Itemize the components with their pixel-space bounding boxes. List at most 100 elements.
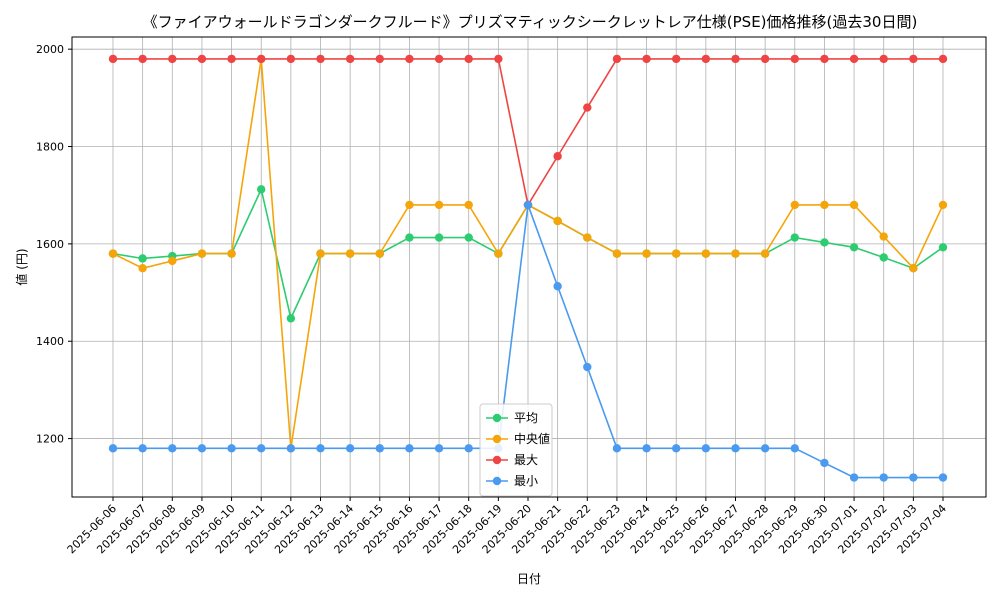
data-point	[701, 54, 711, 64]
data-point	[731, 249, 740, 258]
data-point	[820, 458, 829, 468]
data-point	[909, 473, 918, 482]
data-point	[345, 249, 355, 258]
data-point	[434, 233, 444, 242]
data-point	[642, 54, 651, 64]
data-point	[849, 54, 859, 64]
x-axis-label: 日付	[517, 572, 541, 586]
legend-label: 最小	[514, 474, 538, 488]
y-tick-label: 2000	[36, 43, 64, 56]
data-point	[938, 243, 948, 252]
data-point	[108, 54, 118, 64]
data-point	[286, 54, 296, 64]
legend-label: 平均	[514, 411, 538, 425]
data-point	[375, 249, 384, 258]
data-point	[672, 444, 681, 453]
data-point	[583, 103, 592, 112]
data-point	[227, 444, 236, 453]
data-point	[849, 200, 859, 210]
data-point	[168, 54, 177, 64]
data-point	[257, 54, 266, 64]
x-axis-ticks: 2025-06-062025-06-072025-06-082025-06-09…	[65, 497, 949, 556]
data-point	[849, 473, 859, 482]
data-point	[879, 473, 888, 482]
data-point	[938, 54, 948, 64]
data-point	[316, 444, 325, 453]
data-point	[464, 54, 473, 64]
data-point	[583, 362, 592, 372]
data-point	[464, 200, 473, 210]
data-point	[434, 200, 444, 210]
data-point	[909, 54, 918, 64]
data-point	[345, 444, 355, 453]
legend-swatch-marker	[492, 413, 502, 423]
data-point	[672, 249, 681, 258]
data-point	[168, 444, 177, 453]
data-point	[227, 249, 236, 258]
legend-swatch-marker	[492, 434, 502, 444]
data-point	[612, 444, 622, 453]
data-point	[494, 249, 503, 258]
data-point	[197, 54, 207, 64]
legend-swatch-marker	[492, 455, 502, 465]
y-tick-label: 1400	[36, 335, 64, 348]
chart-title: 《ファイアウォールドラゴンダークフルード》プリズマティックシークレットレア仕様(…	[143, 13, 918, 31]
data-point	[345, 54, 355, 64]
data-point	[879, 253, 888, 262]
data-point	[731, 444, 740, 453]
grid	[72, 37, 986, 497]
data-point	[760, 444, 770, 453]
data-point	[523, 200, 533, 210]
data-point	[227, 54, 236, 64]
data-point	[286, 314, 296, 323]
data-point	[909, 264, 918, 273]
data-point	[405, 444, 414, 453]
data-point	[790, 54, 799, 64]
data-point	[138, 264, 147, 273]
legend-swatch-marker	[492, 476, 502, 486]
data-point	[168, 256, 177, 266]
y-tick-label: 1800	[36, 141, 64, 154]
data-point	[108, 249, 118, 258]
y-tick-label: 1600	[36, 238, 64, 251]
data-point	[316, 54, 325, 64]
data-point	[938, 473, 948, 482]
data-point	[553, 282, 562, 291]
data-point	[375, 54, 384, 64]
data-point	[938, 200, 948, 210]
data-point	[138, 444, 147, 453]
data-point	[731, 54, 740, 64]
data-point	[197, 444, 207, 453]
data-point	[464, 444, 473, 453]
y-tick-label: 1200	[36, 433, 64, 446]
data-point	[405, 233, 414, 242]
data-point	[583, 233, 592, 242]
data-point	[701, 444, 711, 453]
data-point	[701, 249, 711, 258]
y-axis-ticks: 1200 1400 1600 1800 2000	[36, 43, 72, 446]
data-point	[257, 185, 266, 194]
data-point	[760, 249, 770, 258]
data-point	[849, 243, 859, 252]
data-point	[434, 54, 444, 64]
data-point	[138, 254, 147, 263]
data-point	[790, 200, 799, 210]
data-point	[405, 200, 414, 210]
plot-frame	[71, 36, 987, 498]
data-point	[375, 444, 384, 453]
data-point	[494, 54, 503, 64]
data-point	[879, 232, 888, 241]
data-point	[642, 249, 651, 258]
data-point	[197, 249, 207, 258]
data-point	[642, 444, 651, 453]
data-point	[138, 54, 147, 64]
data-point	[464, 233, 473, 242]
data-point	[820, 200, 829, 210]
data-point	[760, 54, 770, 64]
data-point	[405, 54, 414, 64]
data-point	[553, 152, 562, 161]
series	[108, 54, 948, 482]
data-point	[108, 444, 118, 453]
data-point	[434, 444, 444, 453]
